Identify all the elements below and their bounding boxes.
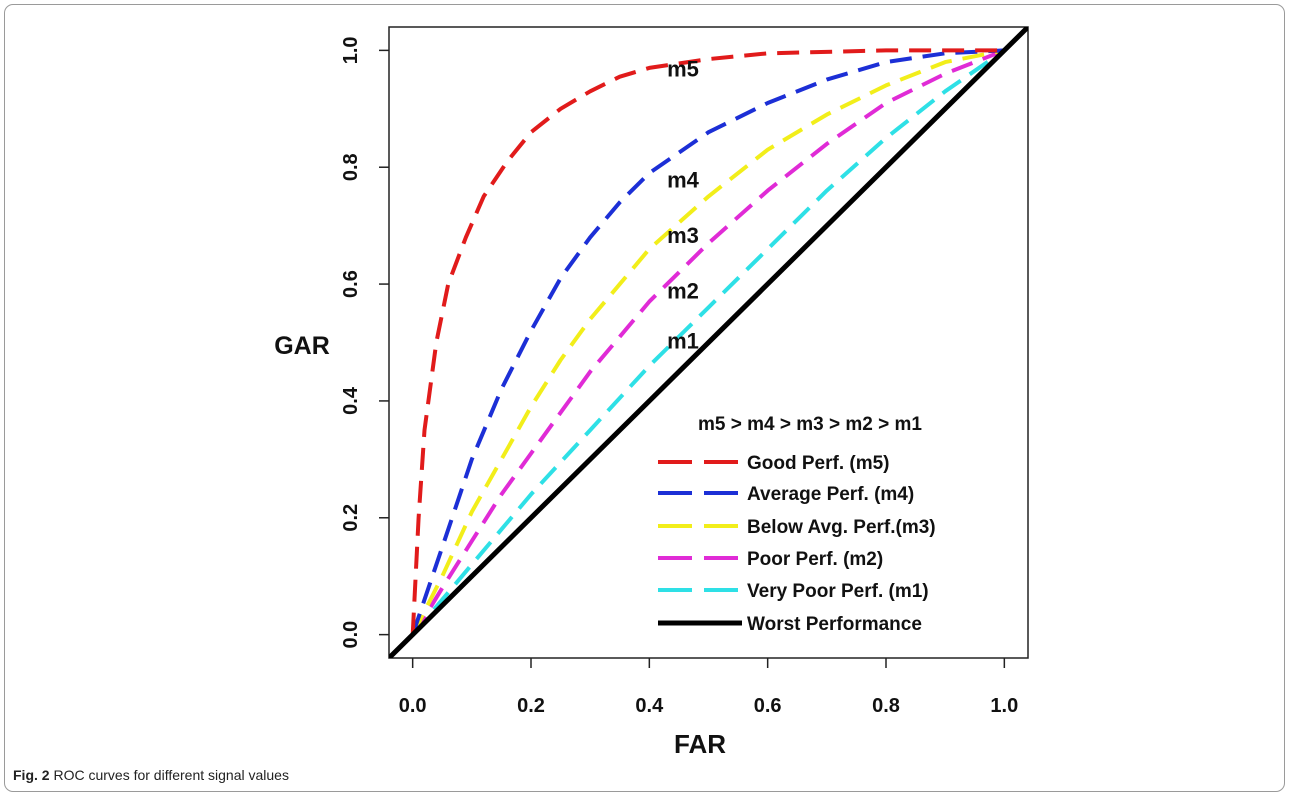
x-tick-label: 1.0 bbox=[990, 695, 1018, 717]
x-tick-label: 0.8 bbox=[872, 695, 900, 717]
y-axis-label: GAR bbox=[274, 332, 330, 360]
curve-label-m1: m1 bbox=[667, 328, 699, 353]
series-line-m1 bbox=[411, 48, 1006, 636]
figure-caption: Fig. 2 ROC curves for different signal v… bbox=[13, 767, 289, 783]
x-axis-label: FAR bbox=[674, 729, 726, 759]
legend-label-m4: Average Perf. (m4) bbox=[747, 484, 914, 505]
x-tick-label: 0.0 bbox=[399, 695, 427, 717]
series-line-m2 bbox=[411, 48, 1006, 636]
curve-label-m2: m2 bbox=[667, 279, 699, 304]
legend-label-m3: Below Avg. Perf.(m3) bbox=[747, 517, 936, 538]
plot-area-border bbox=[388, 26, 1029, 659]
y-tick-label: 0.2 bbox=[340, 504, 362, 532]
curve-label-m3: m3 bbox=[667, 223, 699, 248]
y-tick-label: 0.4 bbox=[340, 386, 362, 415]
caption-label: Fig. 2 bbox=[13, 767, 50, 783]
y-tick-label: 0.8 bbox=[340, 153, 362, 181]
curve-label-m4: m4 bbox=[667, 168, 700, 193]
legend-title: m5 > m4 > m3 > m2 > m1 bbox=[698, 414, 922, 435]
x-tick-label: 0.2 bbox=[517, 695, 545, 717]
series-line-m4 bbox=[410, 48, 1005, 636]
legend-label-m2: Poor Perf. (m2) bbox=[747, 549, 883, 570]
x-tick-label: 0.4 bbox=[635, 695, 664, 717]
curve-label-m5: m5 bbox=[667, 57, 699, 82]
legend-label-m1: Very Poor Perf. (m1) bbox=[747, 581, 929, 602]
y-tick-label: 0.0 bbox=[340, 621, 362, 649]
figure-frame bbox=[4, 4, 1285, 792]
x-tick-label: 0.6 bbox=[754, 695, 782, 717]
series-line-m3 bbox=[410, 48, 1005, 636]
series-line-worst bbox=[389, 27, 1028, 658]
legend-label-m5: Good Perf. (m5) bbox=[747, 453, 890, 474]
y-tick-label: 0.6 bbox=[340, 270, 362, 298]
y-tick-label: 1.0 bbox=[340, 36, 362, 64]
legend-label-worst: Worst Performance bbox=[747, 614, 922, 635]
series-line-m5 bbox=[410, 48, 1005, 635]
caption-text: ROC curves for different signal values bbox=[53, 767, 289, 783]
